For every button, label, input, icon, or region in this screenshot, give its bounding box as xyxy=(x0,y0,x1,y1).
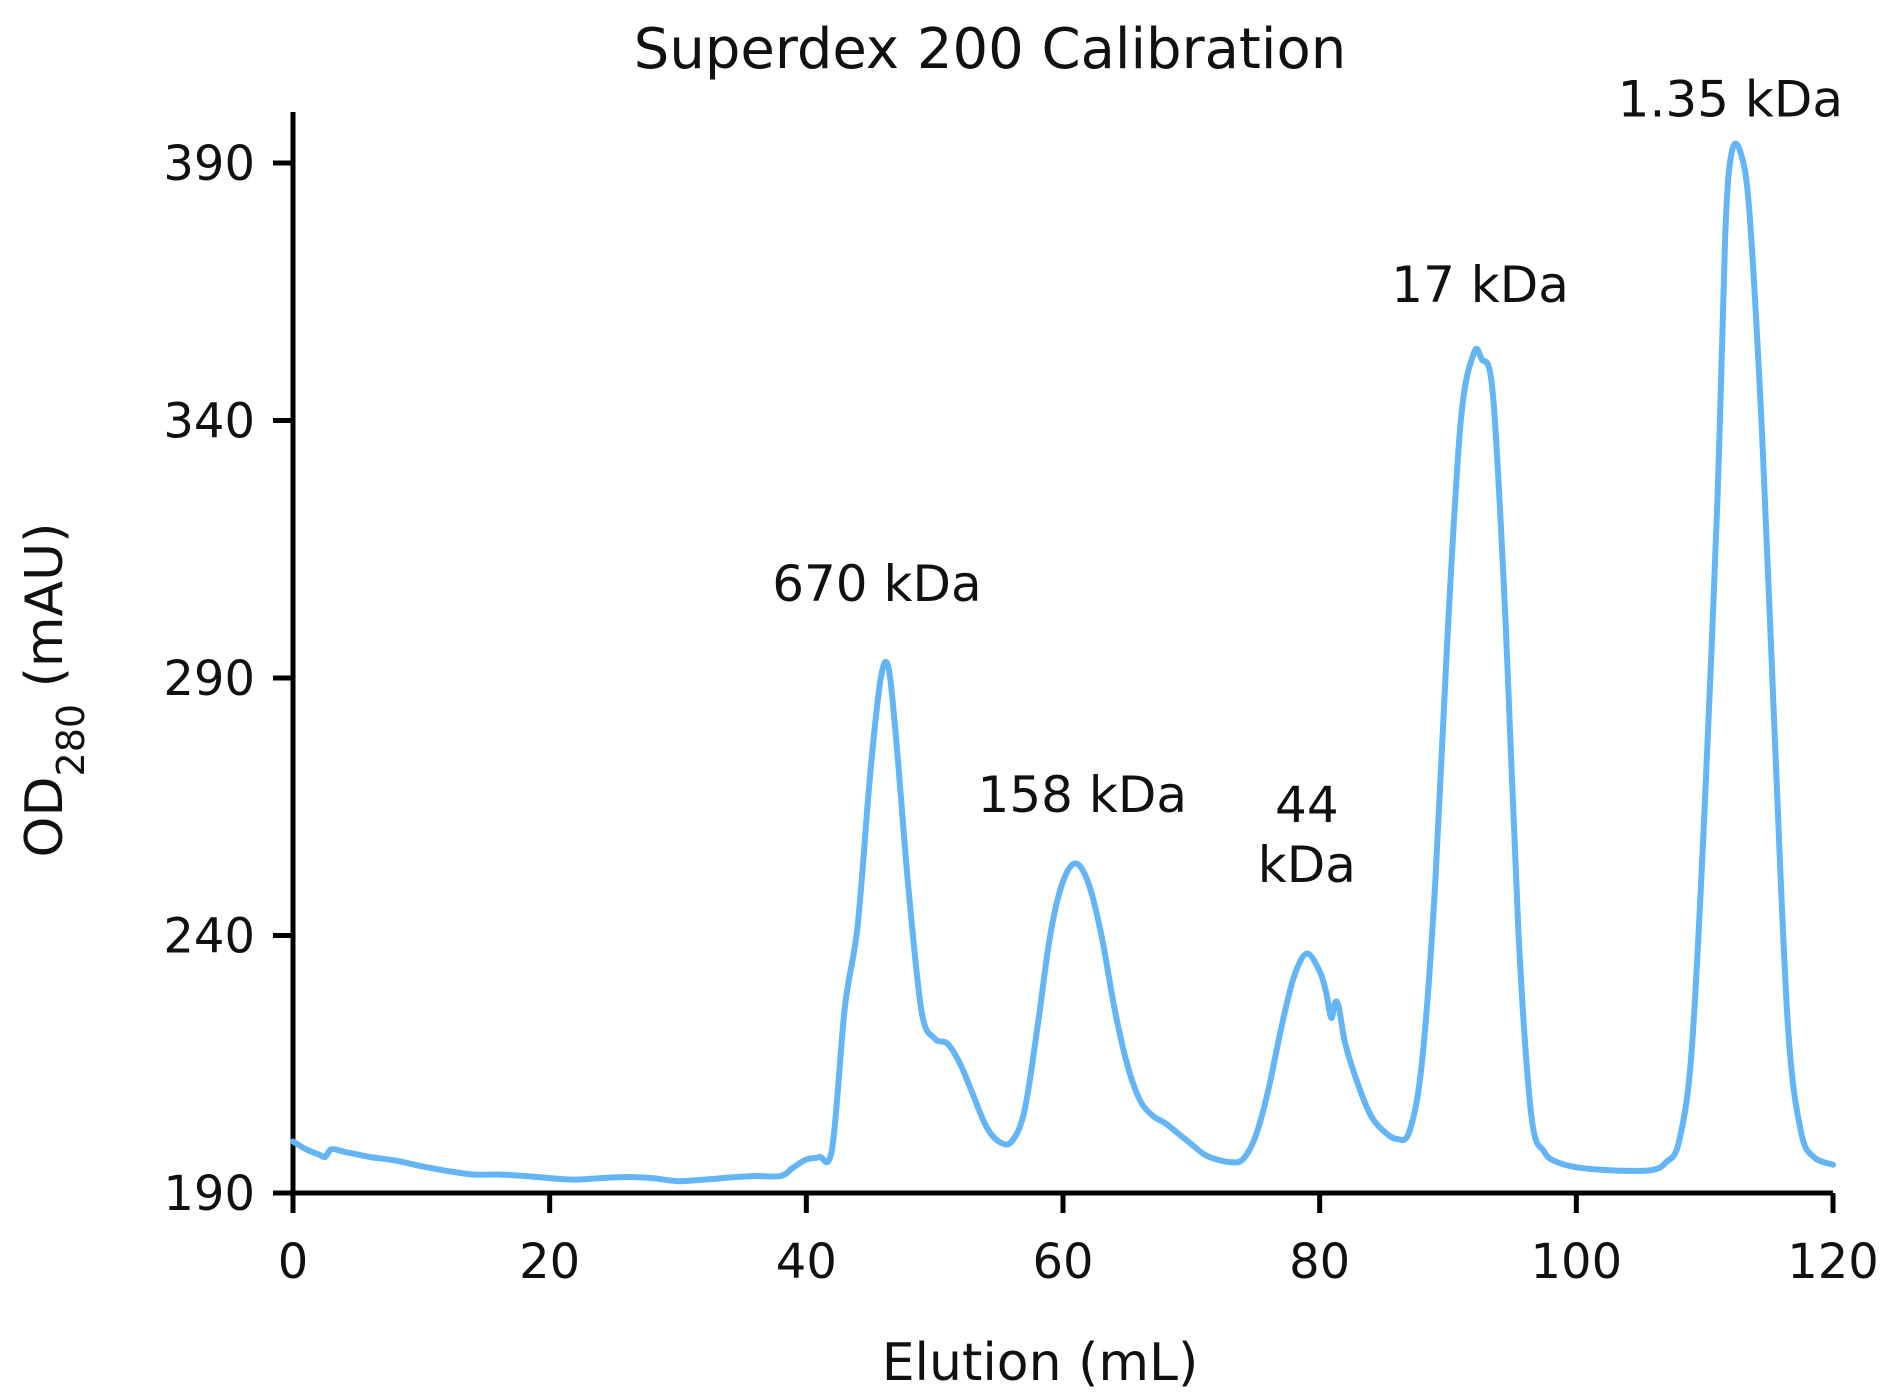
peak-label-2-line-1: kDa xyxy=(1258,836,1356,894)
y-tick-label-340: 340 xyxy=(163,394,255,450)
peak-label-1: 158 kDa xyxy=(978,766,1187,824)
peak-label-2-line-0: 44 xyxy=(1275,776,1339,834)
x-tick-label-60: 60 xyxy=(1032,1234,1093,1290)
x-tick-label-80: 80 xyxy=(1289,1234,1350,1290)
peak-label-4: 1.35 kDa xyxy=(1618,71,1843,129)
peak-annotations: 670 kDa 158 kDa 44 kDa 17 kDa 1.35 kDa xyxy=(772,71,1843,895)
x-tick-label-120: 120 xyxy=(1787,1234,1879,1290)
y-tick-label-190: 190 xyxy=(163,1166,255,1222)
series-line-0 xyxy=(290,140,1836,1185)
series-layer xyxy=(290,140,1836,1185)
y-axis-label: OD280 (mAU) xyxy=(15,523,93,858)
y-tick-label-290: 290 xyxy=(163,651,255,707)
x-tick-label-20: 20 xyxy=(519,1234,580,1290)
peak-label-0: 670 kDa xyxy=(772,555,981,613)
x-tick-label-100: 100 xyxy=(1531,1234,1623,1290)
x-axis-label: Elution (mL) xyxy=(882,1333,1199,1393)
y-axis-label-main: OD xyxy=(15,776,75,857)
peak-label-3: 17 kDa xyxy=(1391,256,1569,314)
y-axis-label-unit: (mAU) xyxy=(15,523,75,704)
x-tick-label-40: 40 xyxy=(776,1234,837,1290)
peak-label-2: 44 kDa xyxy=(1258,776,1356,894)
axis-ticks: 0 20 40 60 80 100 120 190 240 290 340 390 xyxy=(163,136,1878,1290)
y-tick-label-390: 390 xyxy=(163,136,255,192)
chart-title: Superdex 200 Calibration xyxy=(634,17,1346,82)
x-tick-label-0: 0 xyxy=(278,1234,309,1290)
y-tick-label-240: 240 xyxy=(163,909,255,965)
y-axis-label-subscript: 280 xyxy=(49,704,93,777)
